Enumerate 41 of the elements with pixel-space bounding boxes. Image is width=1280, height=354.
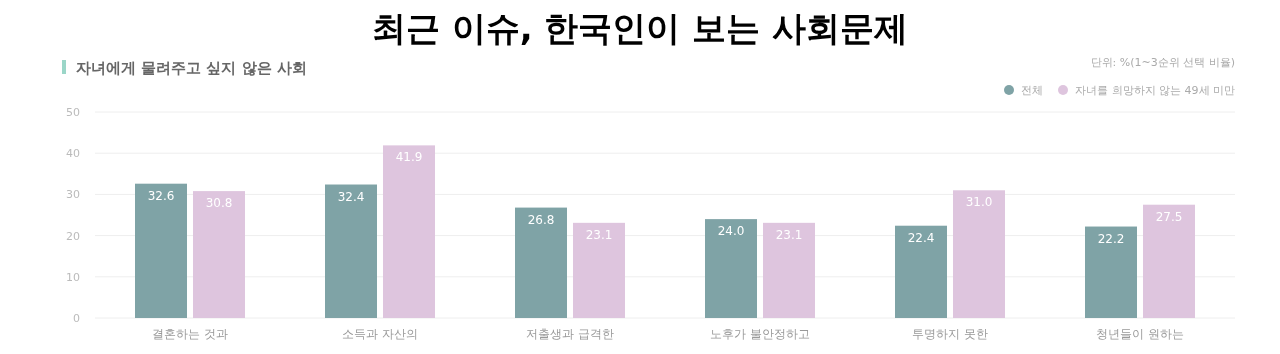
bar [763,222,815,318]
chart-subtitle: 자녀에게 물려주고 싶지 않은 사회 [76,59,307,77]
x-tick-label: 노후가 불안정하고 [710,327,810,341]
bar [1143,204,1195,318]
bar [193,191,245,318]
data-label: 22.2 [1097,231,1125,246]
x-tick-label: 저출생과 급격한 [526,327,614,341]
data-label: 23.1 [585,227,613,242]
title: 최근 이슈, 한국인이 보는 사회문제 [371,8,909,48]
bar [1085,226,1137,318]
bar [135,183,187,318]
data-label: 32.6 [147,188,175,203]
data-label: 31.0 [965,195,993,210]
bar [383,145,435,318]
data-label: 23.1 [775,227,803,242]
x-tick-label: 투명하지 못한 [912,327,988,341]
bar [573,222,625,318]
bar [325,184,377,318]
data-label: 41.9 [395,150,423,165]
legend-label: 자녀를 희망하지 않는 49세 미만 [1075,84,1235,97]
legend-label: 전체 [1021,84,1044,97]
y-tick-label: 0 [73,312,80,325]
bar [895,225,947,318]
data-label: 24.0 [717,224,745,239]
y-tick-label: 20 [66,229,80,243]
data-label: 26.8 [527,212,555,227]
bar [953,190,1005,318]
data-label: 32.4 [337,189,365,204]
y-tick-label: 10 [66,270,80,284]
y-tick-label: 30 [66,188,80,202]
y-tick-label: 50 [66,106,80,119]
data-label: 30.8 [205,196,233,211]
bar [705,219,757,318]
x-tick-label: 소득과 자산의 [342,327,418,341]
data-label: 22.4 [907,230,935,245]
x-tick-label: 결혼하는 것과 [152,327,228,341]
y-tick-label: 40 [66,147,80,161]
data-label: 27.5 [1155,209,1183,224]
x-tick-label: 청년들이 원하는 [1096,327,1184,341]
text: 단위: %(1~3순위 선택 비율) [1090,56,1235,69]
bar [515,207,567,318]
